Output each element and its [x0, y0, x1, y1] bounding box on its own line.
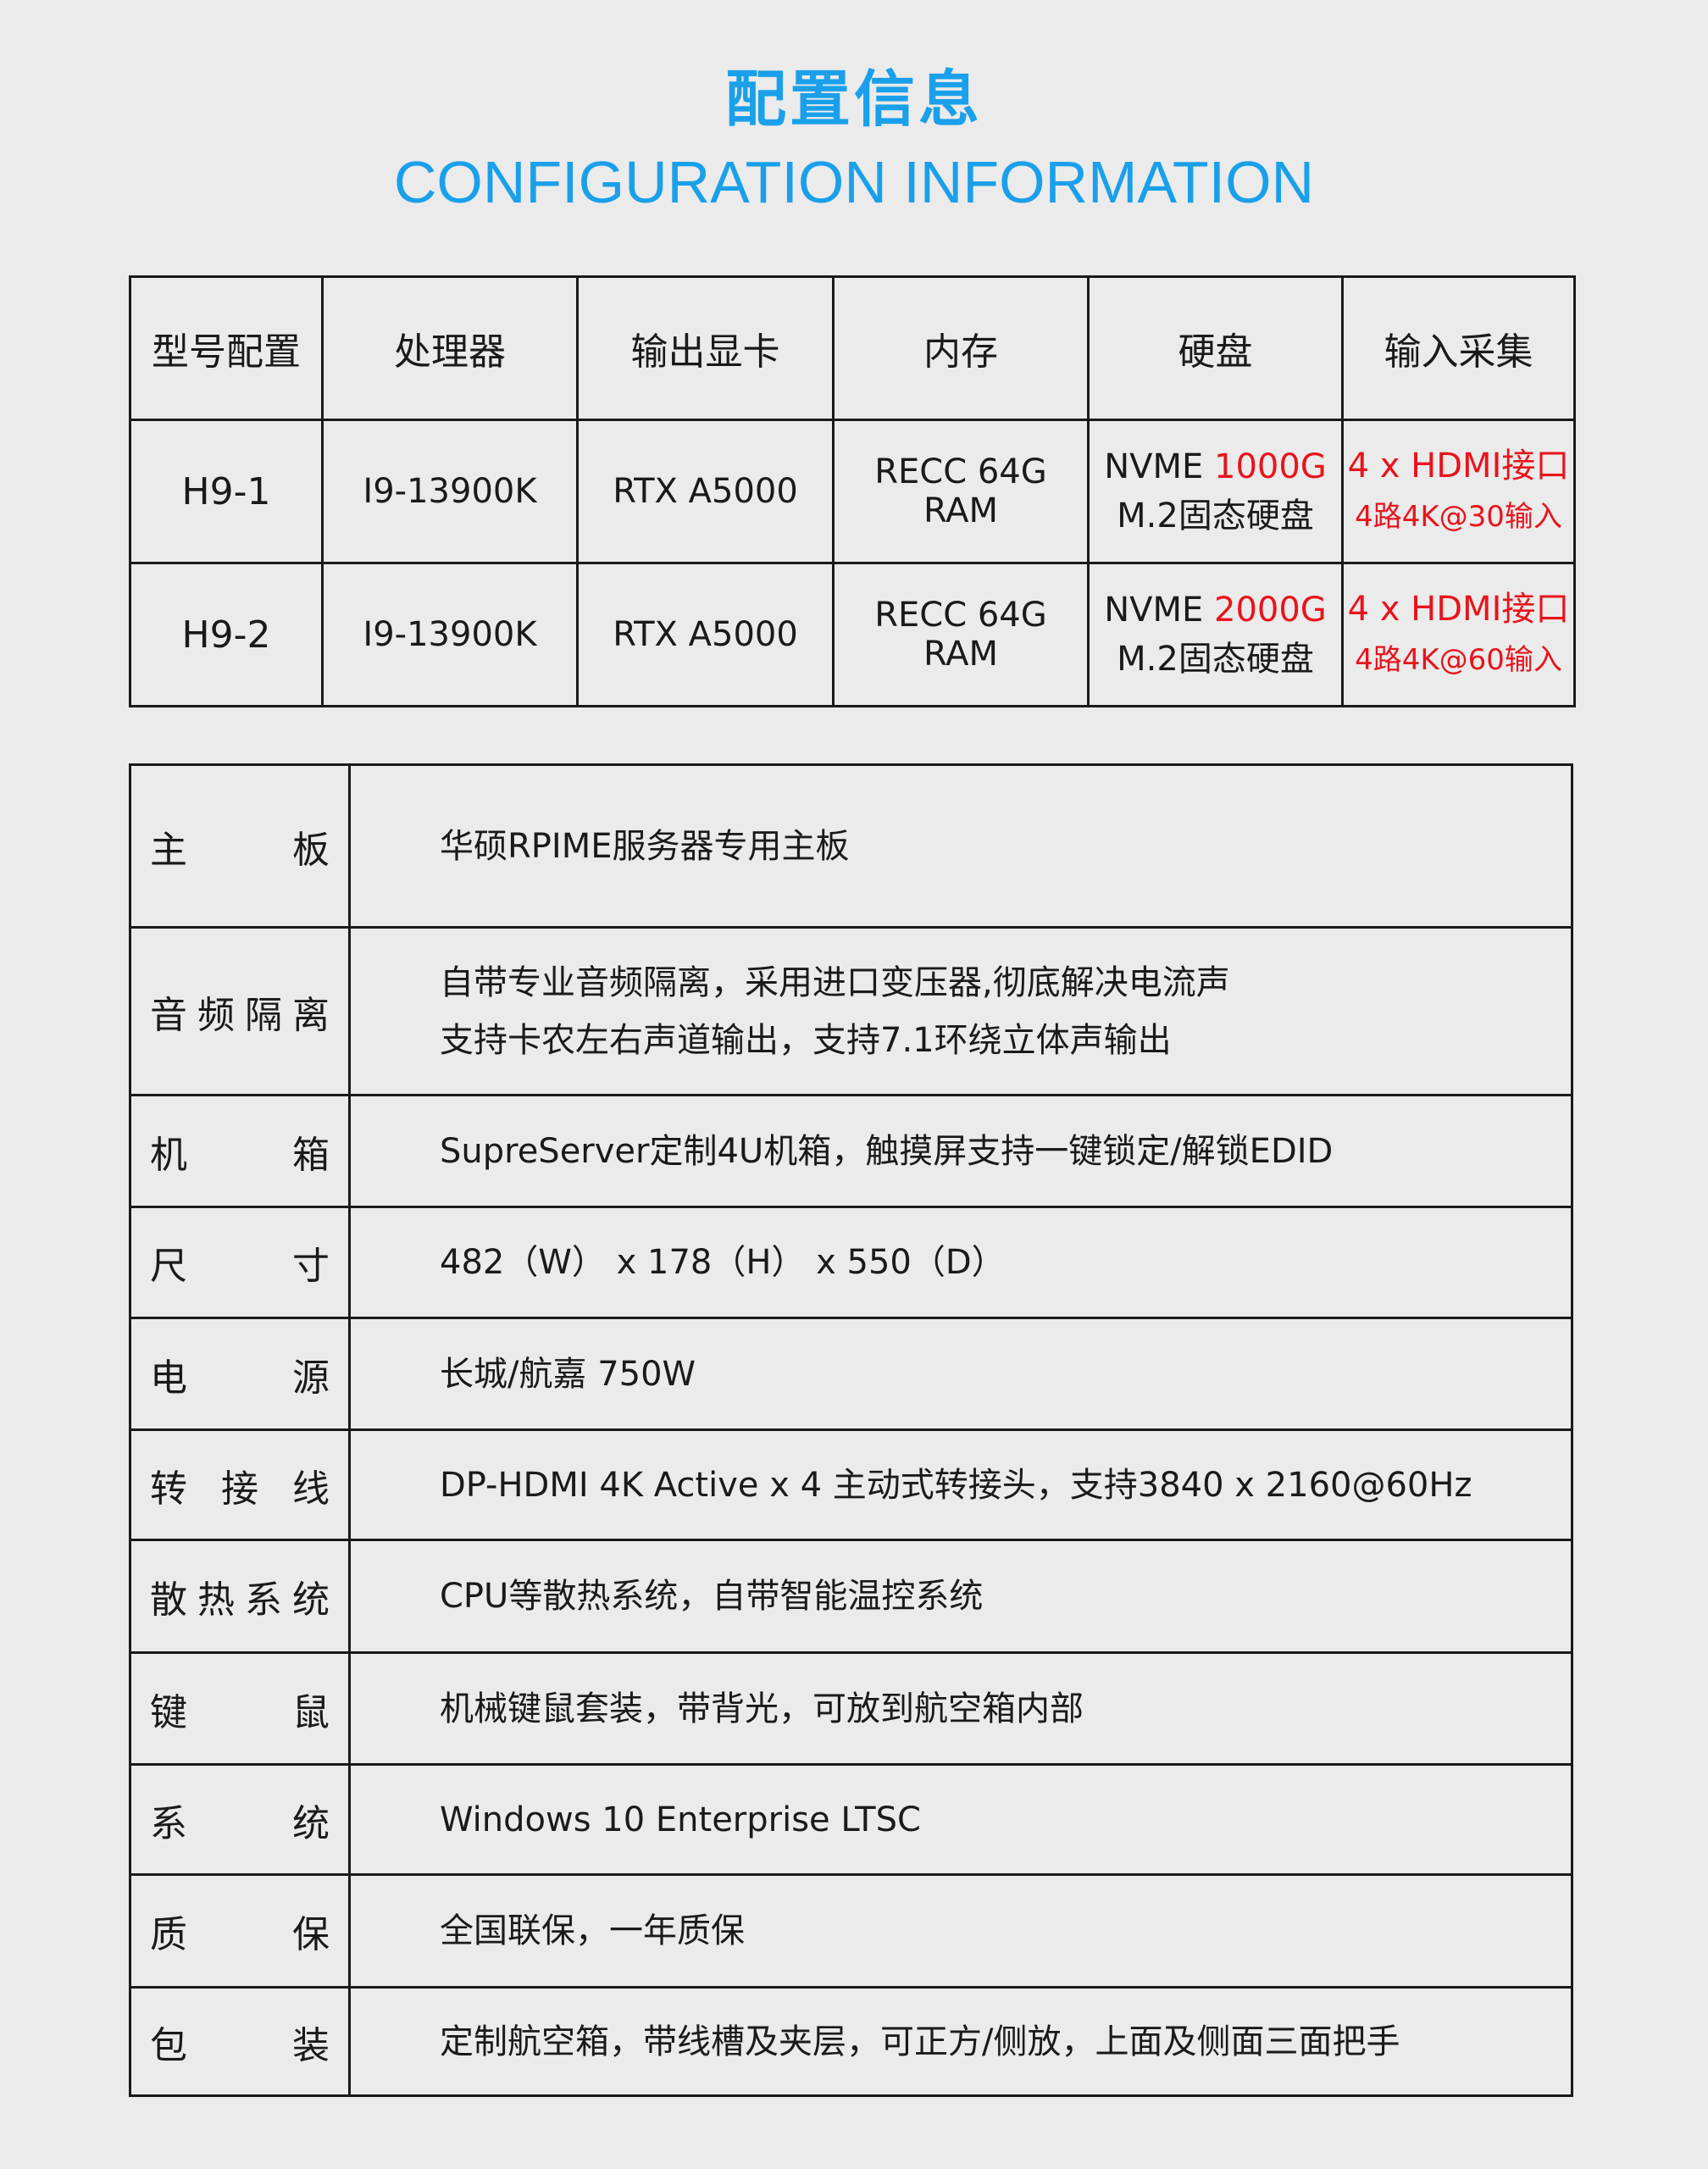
spec-value-line: SupreServer定制4U机箱，触摸屏支持一键锁定/解锁EDID: [440, 1131, 1334, 1171]
input-mode: 4路4K@30输入: [1355, 500, 1562, 534]
spec-value-line: 482（W） x 178（H） x 550（D）: [440, 1243, 1006, 1282]
spec-table: 主板 华硕RPIME服务器专用主板 音频隔离 自带专业音频隔离，采用进口变压器,彻底解…: [129, 763, 1573, 2097]
column-header: 输出显卡: [576, 275, 835, 421]
spec-value: 全国联保，一年质保: [348, 1873, 1573, 1989]
disk-prefix: NVME: [1104, 591, 1214, 630]
input-cell: 4 x HDMI接口 4路4K@60输入: [1341, 562, 1576, 707]
page-title-en: CONFIGURATION INFORMATION: [393, 149, 1315, 215]
spec-value-line: 定制航空箱，带线槽及夹层，可正方/侧放，上面及侧面三面把手: [440, 2022, 1400, 2061]
model-config-table: 型号配置 处理器 输出显卡 内存 硬盘 输入采集 H9-1 I9-13900K …: [129, 275, 1576, 707]
spec-row: 电源 长城/航嘉 750W: [129, 1317, 1573, 1431]
spec-label: 转接线: [129, 1428, 351, 1541]
cpu-cell: I9-13900K: [321, 419, 579, 564]
column-header: 内存: [832, 275, 1090, 421]
spec-value-line: 全国联保，一年质保: [440, 1911, 745, 1950]
disk-type: M.2固态硬盘: [1117, 496, 1314, 535]
spec-row: 转接线 DP-HDMI 4K Active x 4 主动式转接头，支持3840 x…: [129, 1428, 1573, 1541]
spec-label: 散热系统: [129, 1539, 351, 1654]
spec-row: 散热系统 CPU等散热系统，自带智能温控系统: [129, 1539, 1573, 1654]
input-cell: 4 x HDMI接口 4路4K@30输入: [1341, 419, 1576, 564]
spec-label: 电源: [129, 1317, 351, 1431]
spec-value: 长城/航嘉 750W: [348, 1317, 1573, 1431]
spec-label: 键鼠: [129, 1651, 351, 1766]
spec-row: 尺寸 482（W） x 178（H） x 550（D）: [129, 1206, 1573, 1319]
spec-row: 主板 华硕RPIME服务器专用主板: [129, 763, 1573, 929]
spec-label: 尺寸: [129, 1206, 351, 1319]
spec-value: Windows 10 Enterprise LTSC: [348, 1763, 1573, 1876]
model-cell: H9-2: [129, 562, 324, 707]
spec-value-line: 自带专业音频隔离，采用进口变压器,彻底解决电流声: [440, 962, 1230, 1002]
spec-value: 自带专业音频隔离，采用进口变压器,彻底解决电流声 支持卡农左右声道输出，支持7.1…: [348, 926, 1573, 1096]
ram-cell: RECC 64G RAM: [832, 562, 1090, 707]
column-header: 输入采集: [1341, 275, 1576, 421]
spec-value: 定制航空箱，带线槽及夹层，可正方/侧放，上面及侧面三面把手: [348, 1986, 1573, 2097]
input-mode: 4路4K@60输入: [1355, 643, 1562, 677]
input-ports: 4 x HDMI接口: [1347, 447, 1570, 485]
spec-label: 机箱: [129, 1094, 351, 1208]
spec-row: 系统 Windows 10 Enterprise LTSC: [129, 1763, 1573, 1876]
gpu-cell: RTX A5000: [576, 562, 835, 707]
spec-value-line: Windows 10 Enterprise LTSC: [440, 1800, 921, 1839]
spec-label: 质保: [129, 1873, 351, 1989]
cpu-cell: I9-13900K: [321, 562, 579, 707]
table-header-row: 型号配置 处理器 输出显卡 内存 硬盘 输入采集: [129, 275, 1576, 421]
spec-value: 482（W） x 178（H） x 550（D）: [348, 1206, 1573, 1319]
ram-cell: RECC 64G RAM: [832, 419, 1090, 564]
spec-row: 音频隔离 自带专业音频隔离，采用进口变压器,彻底解决电流声 支持卡农左右声道输出，支…: [129, 926, 1573, 1096]
spec-value-line: 机械键鼠套装，带背光，可放到航空箱内部: [440, 1689, 1084, 1728]
disk-cell: NVME 2000G M.2固态硬盘: [1087, 562, 1344, 707]
disk-size: 2000G: [1214, 591, 1327, 630]
spec-row: 机箱 SupreServer定制4U机箱，触摸屏支持一键锁定/解锁EDID: [129, 1094, 1573, 1208]
disk-type: M.2固态硬盘: [1117, 640, 1314, 679]
spec-value-line: 支持卡农左右声道输出，支持7.1环绕立体声输出: [440, 1020, 1172, 1060]
disk-prefix: NVME: [1104, 447, 1214, 486]
spec-value-line: CPU等散热系统，自带智能温控系统: [440, 1577, 984, 1616]
table-row: H9-1 I9-13900K RTX A5000 RECC 64G RAM NV…: [129, 419, 1576, 564]
spec-value-line: 华硕RPIME服务器专用主板: [440, 826, 850, 866]
page-title-cn: 配置信息: [724, 64, 983, 135]
table-row: H9-2 I9-13900K RTX A5000 RECC 64G RAM NV…: [129, 562, 1576, 707]
disk-cell: NVME 1000G M.2固态硬盘: [1087, 419, 1344, 564]
input-ports: 4 x HDMI接口: [1347, 590, 1570, 629]
spec-label: 音频隔离: [129, 926, 351, 1096]
disk-size: 1000G: [1214, 447, 1327, 486]
gpu-cell: RTX A5000: [576, 419, 835, 564]
spec-label: 主板: [129, 763, 351, 929]
spec-row: 包装 定制航空箱，带线槽及夹层，可正方/侧放，上面及侧面三面把手: [129, 1986, 1573, 2097]
spec-label: 系统: [129, 1763, 351, 1876]
spec-value-line: 长城/航嘉 750W: [440, 1354, 696, 1394]
column-header: 硬盘: [1087, 275, 1344, 421]
spec-value: 华硕RPIME服务器专用主板: [348, 763, 1573, 929]
spec-label: 包装: [129, 1986, 351, 2097]
spec-row: 键鼠 机械键鼠套装，带背光，可放到航空箱内部: [129, 1651, 1573, 1766]
spec-value: DP-HDMI 4K Active x 4 主动式转接头，支持3840 x 21…: [348, 1428, 1573, 1541]
model-cell: H9-1: [129, 419, 324, 564]
spec-value: SupreServer定制4U机箱，触摸屏支持一键锁定/解锁EDID: [348, 1094, 1573, 1208]
spec-value: CPU等散热系统，自带智能温控系统: [348, 1539, 1573, 1654]
column-header: 型号配置: [129, 275, 324, 421]
column-header: 处理器: [321, 275, 579, 421]
spec-row: 质保 全国联保，一年质保: [129, 1873, 1573, 1989]
spec-value-line: DP-HDMI 4K Active x 4 主动式转接头，支持3840 x 21…: [440, 1465, 1472, 1505]
spec-value: 机械键鼠套装，带背光，可放到航空箱内部: [348, 1651, 1573, 1766]
